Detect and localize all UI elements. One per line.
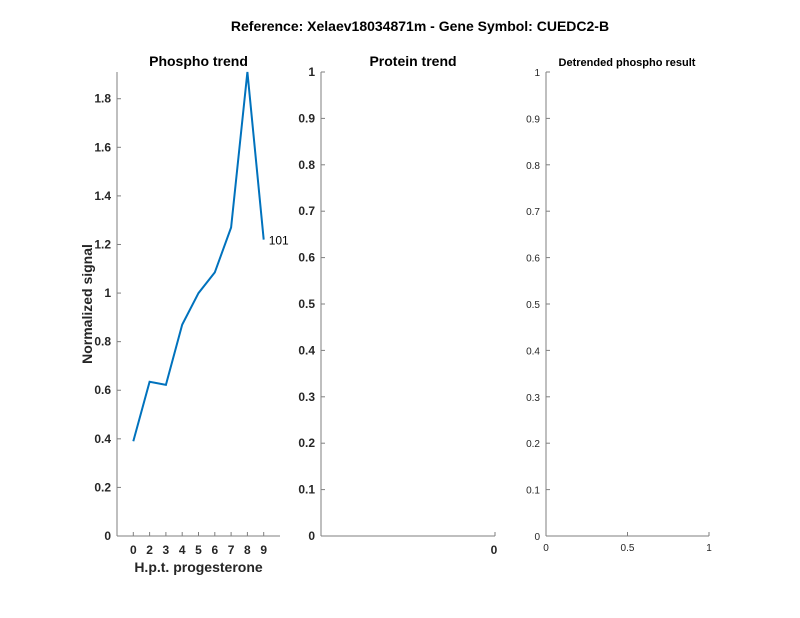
y-tick-label: 0.8: [94, 335, 111, 349]
y-tick-label: 0.7: [298, 204, 315, 218]
x-tick-label: 8: [244, 543, 251, 557]
x-tick-label: 3: [163, 543, 170, 557]
y-tick-label: 0.1: [298, 483, 315, 497]
y-tick-label: 0: [104, 529, 111, 543]
x-axis-label: H.p.t. progesterone: [134, 559, 263, 575]
y-tick-label: 1.6: [94, 140, 111, 154]
y-tick-label: 0.8: [526, 161, 540, 172]
y-tick-label: 0.6: [94, 383, 111, 397]
y-tick-label: 0: [308, 529, 315, 543]
y-tick-label: 0.5: [298, 297, 315, 311]
y-tick-label: 1.4: [94, 189, 111, 203]
y-tick-label: 0.9: [298, 111, 315, 125]
y-tick-label: 1.2: [94, 237, 111, 251]
x-tick-label: 7: [228, 543, 235, 557]
y-tick-label: 0.3: [526, 393, 540, 404]
y-tick-label: 1: [308, 65, 315, 79]
y-tick-label: 0.2: [298, 436, 315, 450]
y-tick-label: 0.8: [298, 158, 315, 172]
figure-title: Reference: Xelaev18034871m - Gene Symbol…: [231, 18, 609, 34]
y-tick-label: 0.1: [526, 486, 540, 497]
y-tick-label: 0.6: [526, 254, 540, 265]
x-tick-label: 0: [491, 543, 498, 557]
y-tick-label: 0.7: [526, 207, 540, 218]
x-tick-label: 2: [146, 543, 153, 557]
x-tick-label: 0: [130, 543, 137, 557]
y-tick-label: 0.9: [526, 114, 540, 125]
protein-trend-plot: Protein trend 0 0.1 0.2 0.3 0.4 0.5 0.6 0.7 0.8 0…: [298, 53, 497, 557]
phospho-trend-plot: Phospho trend H.p.t. progesterone Normal…: [79, 53, 289, 575]
y-tick-label: 0.2: [526, 439, 540, 450]
x-tick-label: 0: [543, 543, 549, 554]
phospho-series-line: [132, 71, 265, 442]
x-tick-label: 0.5: [621, 543, 635, 554]
y-tick-label: 0.4: [94, 432, 111, 446]
x-tick-label: 9: [260, 543, 267, 557]
protein-trend-title: Protein trend: [369, 53, 456, 69]
y-tick-label: 0: [534, 532, 540, 543]
x-tick-label: 6: [211, 543, 218, 557]
y-tick-label: 0.6: [298, 251, 315, 265]
y-tick-label: 1: [104, 286, 111, 300]
y-tick-label: 0.5: [526, 300, 540, 311]
phospho-trend-title: Phospho trend: [149, 53, 248, 69]
detrended-phospho-plot: Detrended phospho result 0 0.1 0.2 0.3 0.4 0.…: [526, 57, 712, 554]
y-tick-label: 0.3: [298, 390, 315, 404]
y-tick-label: 0.4: [526, 346, 540, 357]
y-tick-label: 0.2: [94, 480, 111, 494]
detrended-phospho-title: Detrended phospho result: [559, 57, 696, 69]
y-tick-label: 1: [534, 68, 540, 79]
x-tick-label: 5: [195, 543, 202, 557]
x-tick-label: 4: [179, 543, 186, 557]
y-tick-label: 0.4: [298, 343, 315, 357]
line-annotation: 101: [269, 234, 289, 248]
y-axis-label: Normalized signal: [79, 244, 95, 364]
x-tick-label: 1: [706, 543, 712, 554]
y-tick-label: 1.8: [94, 92, 111, 106]
